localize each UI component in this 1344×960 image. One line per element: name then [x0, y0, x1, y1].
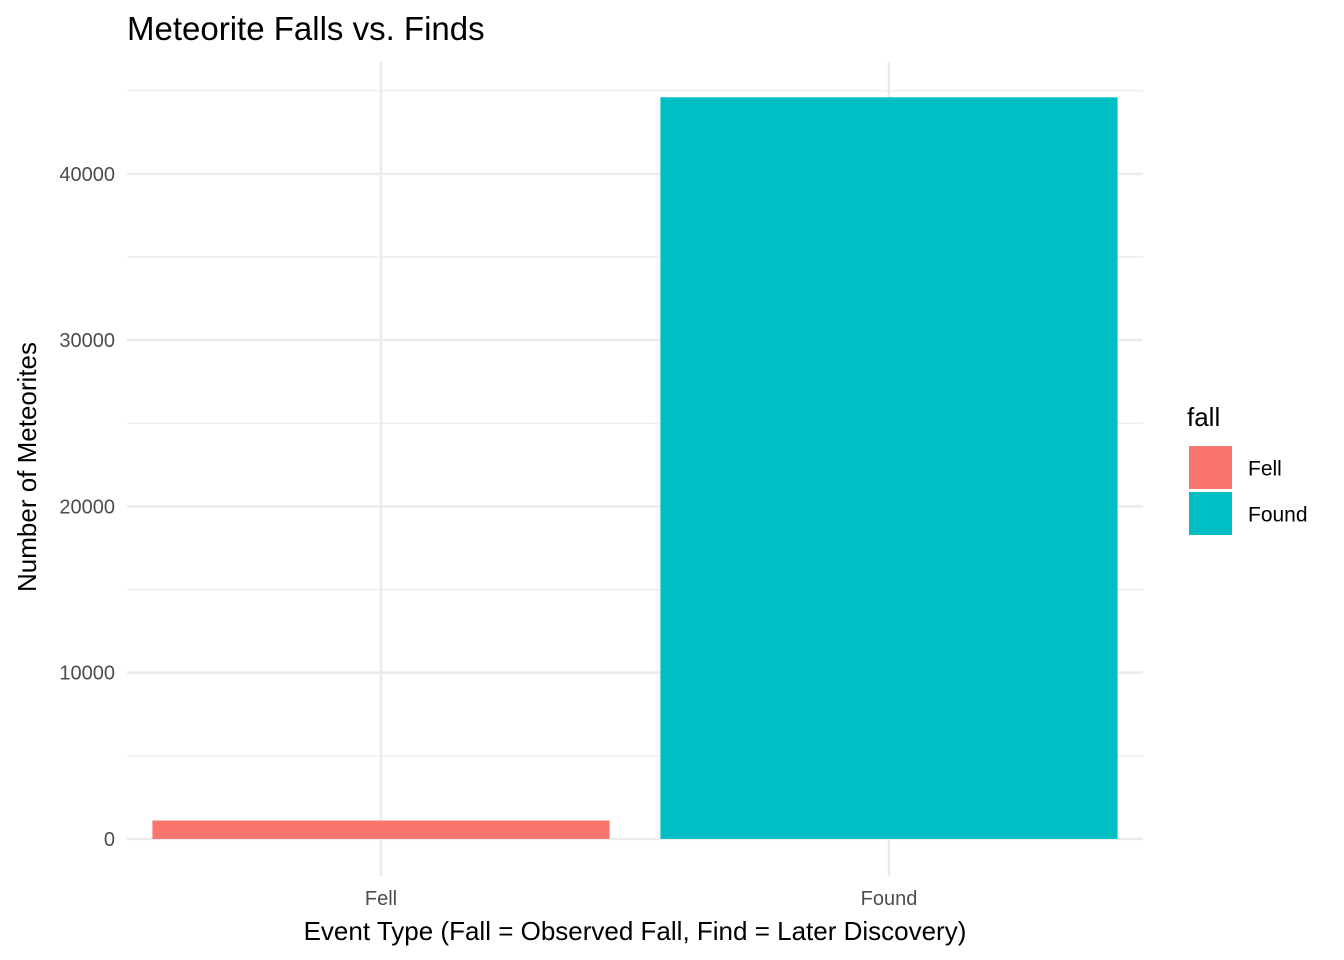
y-tick-label: 40000: [59, 164, 115, 186]
x-tick-label: Fell: [365, 888, 397, 910]
legend: fall Fell Found: [1187, 402, 1308, 535]
x-tick-label: Found: [861, 888, 918, 910]
y-axis-title: Number of Meteorites: [12, 342, 42, 592]
y-tick-label: 0: [104, 829, 115, 851]
legend-label-found: Found: [1248, 504, 1308, 527]
legend-label-fell: Fell: [1248, 458, 1282, 481]
y-tick-label: 30000: [59, 330, 115, 352]
legend-title: fall: [1187, 402, 1220, 432]
y-tick-label: 10000: [59, 663, 115, 685]
bar-fell: [152, 820, 610, 839]
x-axis-title: Event Type (Fall = Observed Fall, Find =…: [304, 916, 967, 946]
bars: [152, 97, 1118, 839]
chart-title: Meteorite Falls vs. Finds: [127, 10, 485, 47]
legend-key-found: [1189, 492, 1232, 535]
tick-labels: 0 10000 20000 30000 40000 Fell Found: [59, 164, 917, 910]
y-tick-label: 20000: [59, 496, 115, 518]
bar-found: [660, 97, 1118, 839]
legend-key-fell: [1189, 446, 1232, 489]
